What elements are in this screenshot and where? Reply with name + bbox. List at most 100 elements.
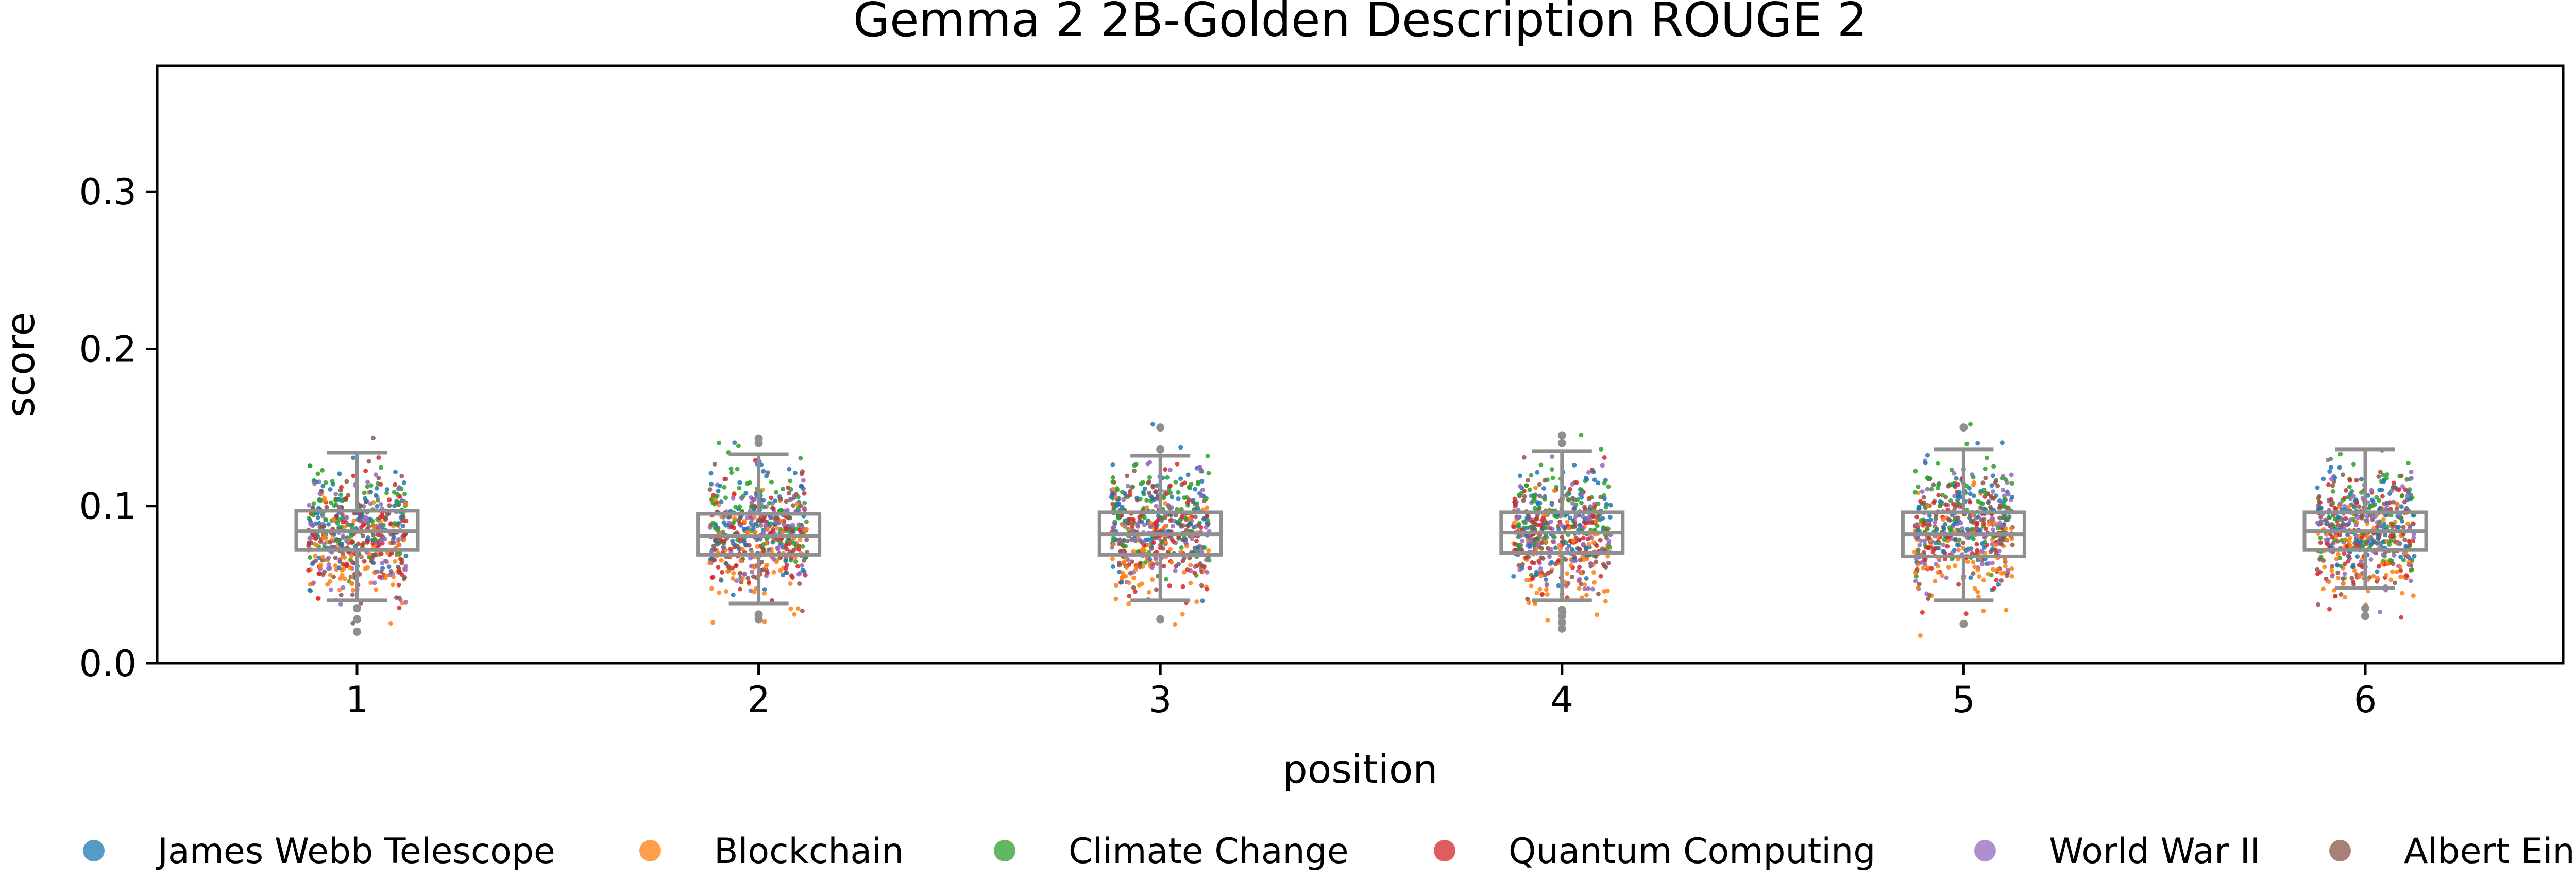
data-point (1577, 586, 1582, 591)
data-point (731, 571, 736, 576)
data-point (1592, 580, 1597, 585)
data-point (380, 525, 384, 530)
data-point (1533, 516, 1538, 522)
data-point (717, 483, 722, 488)
data-point (1131, 520, 1136, 525)
data-point (365, 484, 370, 489)
data-point (1949, 468, 1954, 472)
data-point (1606, 561, 1611, 566)
data-point (2357, 574, 2362, 579)
data-point (1125, 484, 1130, 489)
data-point (331, 517, 336, 522)
data-point (338, 492, 344, 497)
data-point (1980, 480, 1986, 486)
data-point (1940, 492, 1945, 497)
data-point (1914, 574, 1919, 579)
data-point (790, 523, 795, 528)
data-point (372, 537, 377, 542)
data-point (1926, 545, 1931, 550)
data-point (1952, 521, 1957, 526)
data-point (341, 520, 346, 525)
data-point (1933, 541, 1938, 546)
data-point (322, 534, 327, 539)
boxplot-position-5 (1901, 423, 2026, 628)
data-point (1553, 561, 1558, 566)
data-point (1960, 526, 1965, 531)
data-point (739, 495, 744, 501)
data-point (2411, 513, 2416, 518)
data-point (2405, 555, 2411, 560)
data-point (328, 572, 333, 577)
data-point (363, 468, 368, 473)
data-point (716, 489, 721, 494)
data-point (1598, 574, 1603, 579)
data-point (1956, 494, 1961, 499)
data-point (1534, 591, 1539, 596)
data-point (306, 540, 311, 545)
data-point (2385, 472, 2390, 477)
data-point (2347, 485, 2352, 490)
data-point (1542, 478, 1547, 483)
data-point (401, 480, 406, 485)
data-point (1539, 517, 1545, 523)
data-point (1947, 525, 1952, 530)
data-point (1182, 480, 1187, 486)
data-point (2411, 521, 2416, 526)
data-point (1544, 534, 1549, 540)
data-point (2330, 489, 2335, 494)
data-point (336, 565, 342, 571)
data-point (1590, 586, 1595, 592)
data-point (2325, 457, 2330, 462)
data-point (350, 588, 355, 593)
data-point (1971, 571, 1976, 576)
data-point (378, 482, 383, 487)
data-point (342, 555, 347, 560)
data-point (1175, 507, 1179, 512)
data-point (2355, 554, 2360, 559)
data-point (372, 580, 377, 585)
data-point (1516, 563, 1521, 568)
data-point (1511, 574, 1516, 579)
data-point (2329, 497, 2334, 502)
data-point (738, 523, 743, 528)
data-point (769, 495, 774, 501)
data-point (801, 486, 806, 491)
data-point (710, 575, 716, 580)
data-point (2411, 535, 2416, 540)
data-point (1577, 577, 1582, 582)
legend-marker (639, 840, 661, 861)
data-point (1594, 559, 1599, 564)
data-point (1584, 576, 1589, 581)
data-point (322, 498, 327, 504)
data-point (1126, 601, 1131, 606)
data-point (784, 571, 789, 576)
data-point (1142, 543, 1147, 548)
data-point (1169, 560, 1174, 565)
data-point (335, 521, 340, 526)
outlier-point (353, 615, 361, 624)
data-point (1968, 499, 1973, 505)
data-point (726, 514, 731, 520)
data-point (1607, 514, 1613, 520)
data-point (764, 522, 769, 527)
data-point (1171, 539, 1176, 544)
data-point (2394, 506, 2399, 511)
data-point (737, 504, 742, 509)
data-point (2401, 558, 2406, 563)
data-point (1532, 494, 1537, 499)
data-point (1544, 587, 1549, 592)
data-point (1990, 567, 1995, 572)
data-point (2344, 488, 2348, 493)
data-point (2337, 465, 2342, 470)
data-point (1602, 480, 1607, 486)
data-point (1188, 516, 1192, 522)
data-point (401, 576, 406, 581)
data-point (393, 470, 398, 475)
data-point (1176, 496, 1181, 502)
data-point (308, 555, 312, 560)
data-point (1533, 485, 1538, 490)
data-point (340, 516, 345, 521)
data-point (1923, 461, 1928, 465)
data-point (732, 440, 737, 445)
data-point (1953, 563, 1958, 568)
